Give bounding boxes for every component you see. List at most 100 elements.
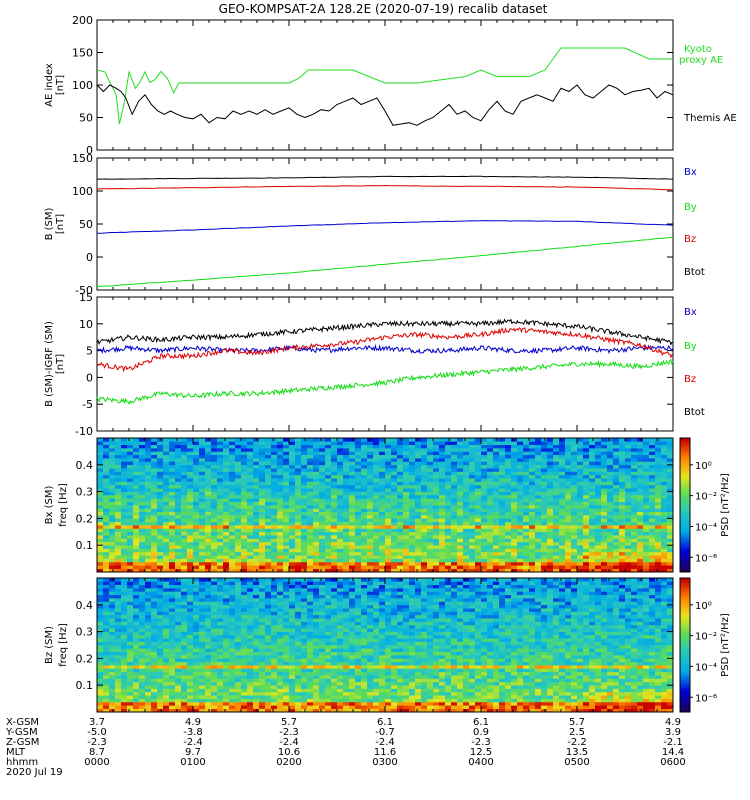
spectrogram-cell [223,555,230,559]
spectrogram-cell [217,658,224,663]
spectrogram-cell [397,561,404,566]
spectrogram-cell [259,621,266,626]
spectrogram-cell [229,461,236,466]
spectrogram-cell [427,525,434,529]
spectrogram-cell [343,481,350,486]
spectrogram-cell [319,525,326,529]
spectrogram-cell [427,481,434,486]
spectrogram-cell [205,494,212,499]
spectrogram-cell [301,461,308,466]
spectrogram-cell [151,464,158,469]
spectrogram-cell [667,535,674,539]
spectrogram-cell [415,508,422,512]
spectrogram-cell [511,471,518,476]
spectrogram-cell [409,471,416,476]
spectrogram-cell [211,675,218,679]
spectrogram-cell [199,701,206,706]
spectrogram-cell [247,588,254,592]
spectrogram-cell [265,598,272,602]
spectrogram-cell [181,688,188,693]
spectrogram-cell [109,618,116,622]
spectrogram-cell [205,555,212,559]
spectrogram-cell [325,491,332,496]
spectrogram-cell [133,665,140,669]
spectrogram-cell [469,551,476,556]
spectrogram-cell [397,441,404,445]
spectrogram-cell [517,521,524,526]
spectrogram-cell [337,531,344,536]
spectrogram-cell [151,521,158,526]
spectrogram-cell [145,508,152,512]
spectrogram-cell [523,561,530,566]
spectrogram-cell [265,548,272,553]
spectrogram-cell [397,555,404,559]
spectrogram-cell [373,494,380,499]
spectrogram-cell [451,568,458,573]
spectrogram-cell [493,491,500,496]
spectrogram-cell [493,558,500,563]
spectrogram-cell [145,561,152,566]
spectrogram-cell [97,474,104,479]
spectrogram-cell [253,454,260,459]
spectrogram-cell [103,488,110,492]
spectrogram-cell [265,678,272,683]
spectrogram-cell [559,458,566,462]
spectrogram-cell [259,505,266,509]
spectrogram-cell [511,531,518,536]
spectrogram-cell [427,474,434,479]
spectrogram-cell [211,641,218,646]
spectrogram-cell [133,505,140,509]
spectrogram-cell [103,441,110,445]
spectrogram-cell [541,498,548,502]
spectrogram-cell [157,675,164,679]
spectrogram-cell [181,691,188,696]
spectrogram-cell [589,535,596,539]
spectrogram-cell [241,478,248,482]
spectrogram-cell [211,548,218,553]
spectrogram-cell [481,474,488,479]
spectrogram-cell [553,488,560,492]
spectrogram-cell [445,541,452,546]
spectrogram-cell [163,675,170,679]
spectrogram-cell [355,478,362,482]
spectrogram-cell [127,661,134,666]
spectrogram-cell [181,478,188,482]
spectrogram-cell [619,451,626,456]
spectrogram-cell [523,454,530,459]
spectrogram-cell [649,481,656,486]
spectrogram-cell [499,548,506,553]
spectrogram-cell [601,548,608,553]
spectrogram-cell [169,494,176,499]
spectrogram-cell [631,471,638,476]
spectrogram-cell [655,474,662,479]
spectrogram-cell [217,661,224,666]
spectrogram-cell [415,515,422,519]
spectrogram-cell [655,444,662,449]
spectrogram-cell [169,638,176,642]
spectrogram-cell [217,634,224,639]
spectrogram-cell [439,565,446,569]
spectrogram-cell [145,658,152,663]
spectrogram-cell [247,444,254,449]
spectrogram-cell [655,481,662,486]
spectrogram-cell [409,568,416,573]
spectrogram-cell [97,551,104,556]
spectrogram-cell [433,468,440,472]
spectrogram-cell [109,558,116,563]
spectrogram-cell [241,645,248,649]
spectrogram-cell [529,448,536,452]
spectrogram-cell [211,638,218,642]
spectrogram-cell [115,678,122,683]
spectrogram-cell [379,501,386,506]
spectrogram-cell [649,521,656,526]
spectrogram-cell [253,488,260,492]
spectrogram-cell [109,581,116,585]
spectrogram-cell [601,451,608,456]
spectrogram-cell [277,474,284,479]
spectrogram-cell [667,531,674,536]
spectrogram-cell [607,501,614,506]
spectrogram-cell [217,441,224,445]
spectrogram-cell [583,444,590,449]
spectrogram-cell [169,611,176,616]
spectrogram-cell [139,525,146,529]
